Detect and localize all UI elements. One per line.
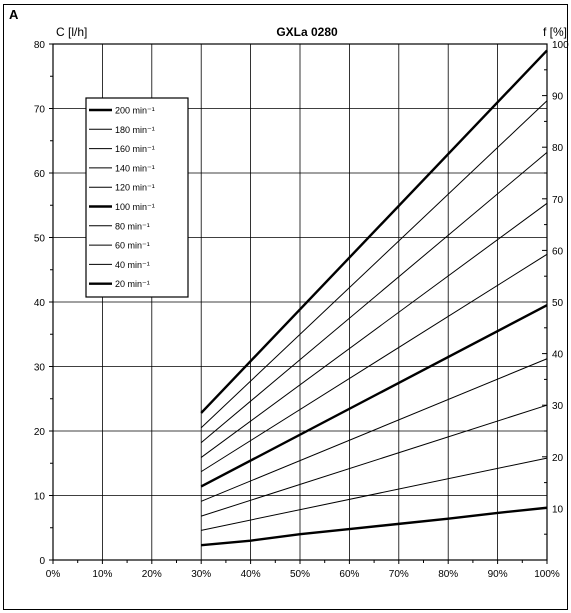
y2-axis-label: f [%] <box>543 25 567 39</box>
series-line <box>200 253 548 473</box>
series-line <box>200 151 548 443</box>
y2-tick-label: 80 <box>552 143 564 154</box>
x-tick-label: 20% <box>142 569 162 580</box>
x-tick-label: 70% <box>389 569 409 580</box>
y2-tick-label: 90 <box>552 92 564 103</box>
panel-label: A <box>9 7 19 22</box>
y-tick-label: 30 <box>34 363 46 374</box>
y-axis-ticks: 0 10 20 30 40 50 60 70 80 <box>34 40 53 567</box>
y2-axis-ticks: 10 20 30 40 50 60 70 80 90 100 <box>542 40 569 535</box>
legend-label: 180 min⁻¹ <box>115 125 155 135</box>
series-line <box>200 202 548 458</box>
series-line <box>201 457 548 531</box>
y-tick-label: 70 <box>34 105 46 116</box>
y2-tick-label: 30 <box>552 401 564 412</box>
series-line <box>201 358 548 502</box>
legend-label: 20 min⁻¹ <box>115 279 150 289</box>
x-tick-label: 10% <box>92 569 112 580</box>
x-tick-label: 40% <box>241 569 261 580</box>
legend-label: 140 min⁻¹ <box>115 163 155 173</box>
series-line <box>200 49 548 414</box>
legend-label: 200 min⁻¹ <box>115 106 155 116</box>
y-axis-label: C [l/h] <box>56 25 87 39</box>
y-tick-label: 60 <box>34 169 46 180</box>
y-tick-label: 80 <box>34 40 46 51</box>
series-line <box>200 304 548 488</box>
x-tick-label: 50% <box>290 569 310 580</box>
legend-label: 160 min⁻¹ <box>115 144 155 154</box>
legend-label: 80 min⁻¹ <box>115 221 150 231</box>
x-tick-label: 90% <box>488 569 508 580</box>
x-axis-ticks: 0% 10% 20% 30% 40% 50% 60% 70% 80% 90% 100% <box>46 560 560 580</box>
y2-tick-label: 20 <box>552 453 564 464</box>
legend-label: 60 min⁻¹ <box>115 241 150 251</box>
y2-tick-label: 40 <box>552 350 564 361</box>
series-line <box>201 506 548 547</box>
x-tick-label: 0% <box>46 569 61 580</box>
x-tick-label: 100% <box>534 569 560 580</box>
y2-tick-label: 50 <box>552 298 564 309</box>
series-line <box>200 100 548 429</box>
legend-label: 40 min⁻¹ <box>115 260 150 270</box>
y2-tick-label: 60 <box>552 246 564 257</box>
y2-tick-label: 100 <box>552 40 569 51</box>
legend-label: 120 min⁻¹ <box>115 183 155 193</box>
legend: 200 min⁻¹ 180 min⁻¹ 160 min⁻¹ 140 min⁻¹ 120 … <box>85 97 189 298</box>
y2-tick-label: 10 <box>552 504 564 515</box>
x-tick-label: 60% <box>339 569 359 580</box>
y2-tick-label: 70 <box>552 195 564 206</box>
y-tick-label: 20 <box>34 427 46 438</box>
x-tick-label: 80% <box>438 569 458 580</box>
series-lines <box>200 49 548 547</box>
chart-frame: A <box>3 4 568 610</box>
legend-box <box>85 97 189 298</box>
x-tick-label: 30% <box>191 569 211 580</box>
series-line <box>201 404 548 517</box>
legend-label: 100 min⁻¹ <box>115 202 155 212</box>
y-tick-label: 50 <box>34 234 46 245</box>
y-tick-label: 0 <box>39 556 45 567</box>
y-tick-label: 10 <box>34 492 46 503</box>
y-tick-label: 40 <box>34 298 46 309</box>
chart-title: GXLa 0280 <box>276 25 338 39</box>
